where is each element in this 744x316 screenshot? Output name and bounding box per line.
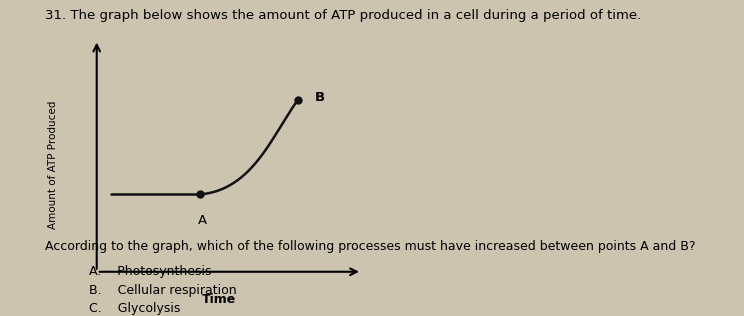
Text: Amount of ATP Produced: Amount of ATP Produced (48, 100, 57, 228)
Text: B.    Cellular respiration: B. Cellular respiration (89, 284, 237, 297)
Text: Time: Time (202, 293, 237, 306)
Text: A: A (198, 214, 207, 227)
Text: According to the graph, which of the following processes must have increased bet: According to the graph, which of the fol… (45, 240, 695, 253)
Text: A.    Photosynthesis: A. Photosynthesis (89, 265, 212, 278)
Text: C.    Glycolysis: C. Glycolysis (89, 302, 181, 315)
Text: 31. The graph below shows the amount of ATP produced in a cell during a period o: 31. The graph below shows the amount of … (45, 9, 641, 22)
Text: B: B (315, 91, 325, 104)
